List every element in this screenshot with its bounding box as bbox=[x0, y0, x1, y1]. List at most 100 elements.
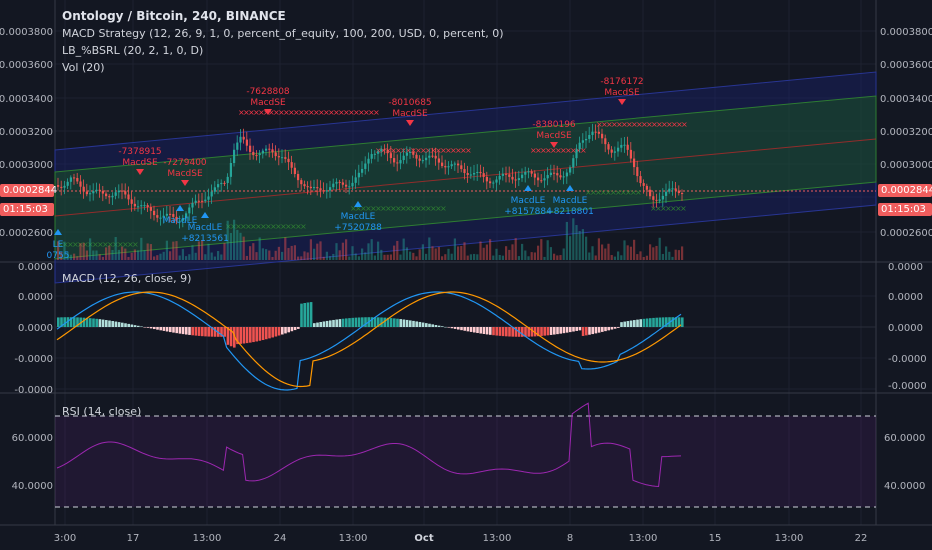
svg-text:×: × bbox=[258, 108, 265, 117]
svg-text:+8218801: +8218801 bbox=[546, 207, 594, 217]
price-label: 0.0003200 bbox=[880, 127, 932, 138]
rsi-label: 40.0000 bbox=[12, 481, 53, 492]
time-label: Oct bbox=[414, 533, 433, 544]
svg-text:×: × bbox=[651, 120, 658, 129]
svg-text:×: × bbox=[681, 120, 688, 129]
svg-text:×: × bbox=[455, 146, 462, 155]
svg-text:×: × bbox=[253, 108, 260, 117]
svg-text:×: × bbox=[225, 222, 232, 231]
svg-text:×: × bbox=[600, 188, 607, 197]
svg-text:+7520788: +7520788 bbox=[334, 223, 382, 233]
svg-text:×: × bbox=[245, 222, 252, 231]
svg-text:×: × bbox=[636, 120, 643, 129]
svg-text:×: × bbox=[405, 204, 412, 213]
svg-text:×: × bbox=[646, 120, 653, 129]
svg-text:+8213561: +8213561 bbox=[181, 234, 229, 244]
svg-text:×: × bbox=[530, 146, 537, 155]
svg-text:MacdLE: MacdLE bbox=[341, 212, 376, 222]
svg-text:×: × bbox=[615, 188, 622, 197]
svg-text:×: × bbox=[460, 146, 467, 155]
svg-text:×: × bbox=[660, 204, 667, 213]
svg-text:×: × bbox=[72, 240, 79, 249]
svg-text:×: × bbox=[535, 146, 542, 155]
study-legend-bsrl[interactable]: LB_%BSRL (20, 2, 1, 0, D) bbox=[62, 44, 204, 57]
svg-text:×: × bbox=[308, 108, 315, 117]
svg-text:MacdSE: MacdSE bbox=[167, 169, 203, 179]
volume-bars bbox=[57, 218, 684, 260]
macd-pane-legend[interactable]: MACD (12, 26, close, 9) bbox=[62, 272, 192, 285]
svg-text:×: × bbox=[368, 108, 375, 117]
time-label: 13:00 bbox=[339, 533, 368, 544]
svg-text:MacdSE: MacdSE bbox=[392, 109, 428, 119]
svg-text:×: × bbox=[285, 222, 292, 231]
svg-text:×: × bbox=[656, 120, 663, 129]
svg-text:-7279400: -7279400 bbox=[163, 158, 207, 168]
svg-text:×: × bbox=[255, 222, 262, 231]
svg-text:×: × bbox=[555, 146, 562, 155]
svg-text:×: × bbox=[620, 188, 627, 197]
svg-text:×: × bbox=[440, 146, 447, 155]
time-label: 13:00 bbox=[483, 533, 512, 544]
svg-text:×: × bbox=[265, 222, 272, 231]
svg-text:×: × bbox=[278, 108, 285, 117]
svg-text:×: × bbox=[661, 120, 668, 129]
svg-text:×: × bbox=[635, 188, 642, 197]
svg-text:×: × bbox=[240, 222, 247, 231]
svg-text:×: × bbox=[122, 240, 129, 249]
svg-text:×: × bbox=[92, 240, 99, 249]
svg-text:MacdSE: MacdSE bbox=[604, 88, 640, 98]
svg-text:×: × bbox=[670, 204, 677, 213]
price-axis-right: 0.0003800 0.0003600 0.0003400 0.0003200 … bbox=[880, 27, 932, 239]
countdown-tag-right: 01:15:03 bbox=[878, 203, 932, 216]
candlesticks bbox=[57, 123, 684, 229]
svg-text:×: × bbox=[288, 108, 295, 117]
rsi-pane-legend[interactable]: RSI (14, close) bbox=[62, 405, 142, 418]
svg-text:×: × bbox=[365, 204, 372, 213]
svg-text:×: × bbox=[358, 108, 365, 117]
svg-text:×: × bbox=[370, 204, 377, 213]
study-legend-macd-strategy[interactable]: MACD Strategy (12, 26, 9, 1, 0, percent_… bbox=[62, 27, 504, 40]
svg-text:×: × bbox=[117, 240, 124, 249]
svg-text:×: × bbox=[465, 146, 472, 155]
svg-text:×: × bbox=[666, 120, 673, 129]
svg-text:×: × bbox=[230, 222, 237, 231]
svg-text:×: × bbox=[545, 146, 552, 155]
price-label: 0.0003600 bbox=[880, 60, 932, 71]
symbol-title[interactable]: Ontology / Bitcoin, 240, BINANCE bbox=[62, 9, 286, 23]
svg-text:×: × bbox=[260, 222, 267, 231]
signal-marker: MacdLE+8213561 bbox=[181, 212, 229, 244]
svg-text:×: × bbox=[425, 204, 432, 213]
svg-text:×: × bbox=[641, 120, 648, 129]
svg-text:×: × bbox=[355, 204, 362, 213]
svg-text:MacdLE: MacdLE bbox=[553, 196, 588, 206]
svg-text:×: × bbox=[348, 108, 355, 117]
svg-text:×: × bbox=[410, 204, 417, 213]
svg-text:×: × bbox=[87, 240, 94, 249]
study-legend-volume[interactable]: Vol (20) bbox=[62, 61, 105, 74]
macd-line bbox=[56, 291, 682, 391]
svg-text:MacdLE: MacdLE bbox=[163, 216, 198, 226]
svg-text:×: × bbox=[430, 146, 437, 155]
svg-text:×: × bbox=[313, 108, 320, 117]
svg-text:×: × bbox=[595, 188, 602, 197]
svg-text:×: × bbox=[243, 108, 250, 117]
macd-label: -0.0000 bbox=[888, 381, 927, 392]
svg-text:×: × bbox=[57, 240, 64, 249]
svg-text:×: × bbox=[62, 240, 69, 249]
time-label: 17 bbox=[127, 533, 140, 544]
macd-label: 0.0000 bbox=[888, 323, 923, 334]
signal-marker: MacdLE+8218801 bbox=[546, 185, 594, 217]
svg-text:×: × bbox=[363, 108, 370, 117]
svg-text:-8380196: -8380196 bbox=[532, 120, 576, 130]
price-label: 0.0003400 bbox=[0, 94, 53, 105]
countdown-tag-left: 01:15:03 bbox=[0, 203, 54, 216]
svg-text:×: × bbox=[268, 108, 275, 117]
svg-text:×: × bbox=[343, 108, 350, 117]
time-label: 3:00 bbox=[54, 533, 76, 544]
svg-text:×: × bbox=[283, 108, 290, 117]
svg-text:×: × bbox=[671, 120, 678, 129]
